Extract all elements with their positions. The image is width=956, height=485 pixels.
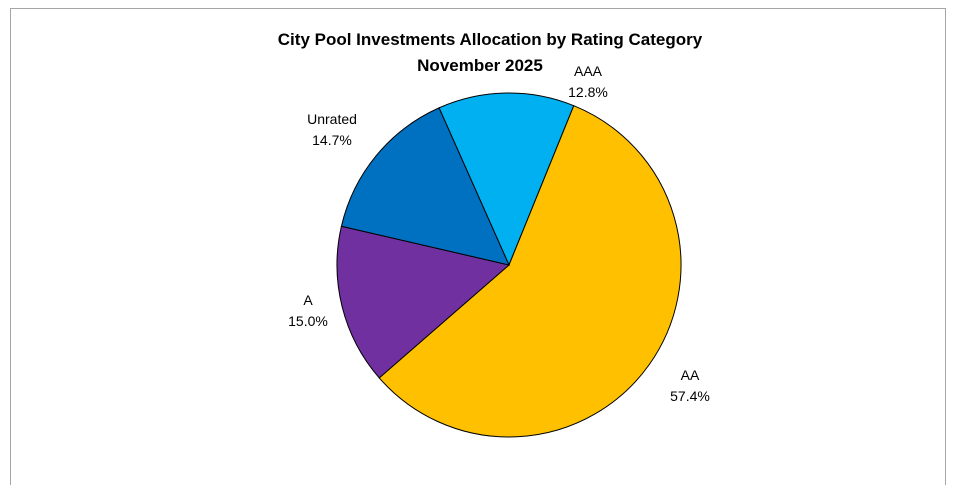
chart-title: City Pool Investments Allocation by Rati… [278,30,703,49]
pie-slice [378,105,682,438]
chart-subtitle: November 2025 [417,56,543,75]
slice-label: AA [681,367,700,383]
slice-label: A [303,292,313,308]
slice-value-label: 14.7% [312,132,352,148]
slice-value-label: 15.0% [288,313,328,329]
slice-value-label: 57.4% [670,388,710,404]
slice-label: Unrated [307,111,357,127]
pie-slice [438,92,575,267]
slice-label: AAA [574,63,603,79]
pie-slice [340,107,510,266]
slice-value-label: 12.8% [568,84,608,100]
pie-slice [336,225,511,379]
